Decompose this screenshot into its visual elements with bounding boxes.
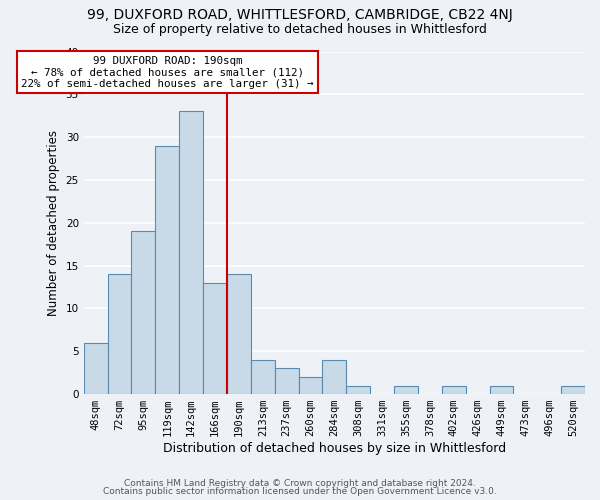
Bar bbox=[394, 386, 418, 394]
Bar bbox=[299, 377, 322, 394]
Bar bbox=[155, 146, 179, 394]
Bar bbox=[442, 386, 466, 394]
X-axis label: Distribution of detached houses by size in Whittlesford: Distribution of detached houses by size … bbox=[163, 442, 506, 455]
Bar bbox=[275, 368, 299, 394]
Bar bbox=[131, 232, 155, 394]
Bar bbox=[251, 360, 275, 394]
Bar bbox=[561, 386, 585, 394]
Text: 99 DUXFORD ROAD: 190sqm
← 78% of detached houses are smaller (112)
22% of semi-d: 99 DUXFORD ROAD: 190sqm ← 78% of detache… bbox=[21, 56, 314, 89]
Text: Size of property relative to detached houses in Whittlesford: Size of property relative to detached ho… bbox=[113, 22, 487, 36]
Bar bbox=[322, 360, 346, 394]
Bar bbox=[107, 274, 131, 394]
Bar bbox=[179, 112, 203, 394]
Bar bbox=[490, 386, 514, 394]
Text: Contains HM Land Registry data © Crown copyright and database right 2024.: Contains HM Land Registry data © Crown c… bbox=[124, 478, 476, 488]
Text: Contains public sector information licensed under the Open Government Licence v3: Contains public sector information licen… bbox=[103, 487, 497, 496]
Bar bbox=[227, 274, 251, 394]
Y-axis label: Number of detached properties: Number of detached properties bbox=[47, 130, 60, 316]
Bar bbox=[346, 386, 370, 394]
Bar bbox=[84, 342, 107, 394]
Text: 99, DUXFORD ROAD, WHITTLESFORD, CAMBRIDGE, CB22 4NJ: 99, DUXFORD ROAD, WHITTLESFORD, CAMBRIDG… bbox=[87, 8, 513, 22]
Bar bbox=[203, 282, 227, 394]
